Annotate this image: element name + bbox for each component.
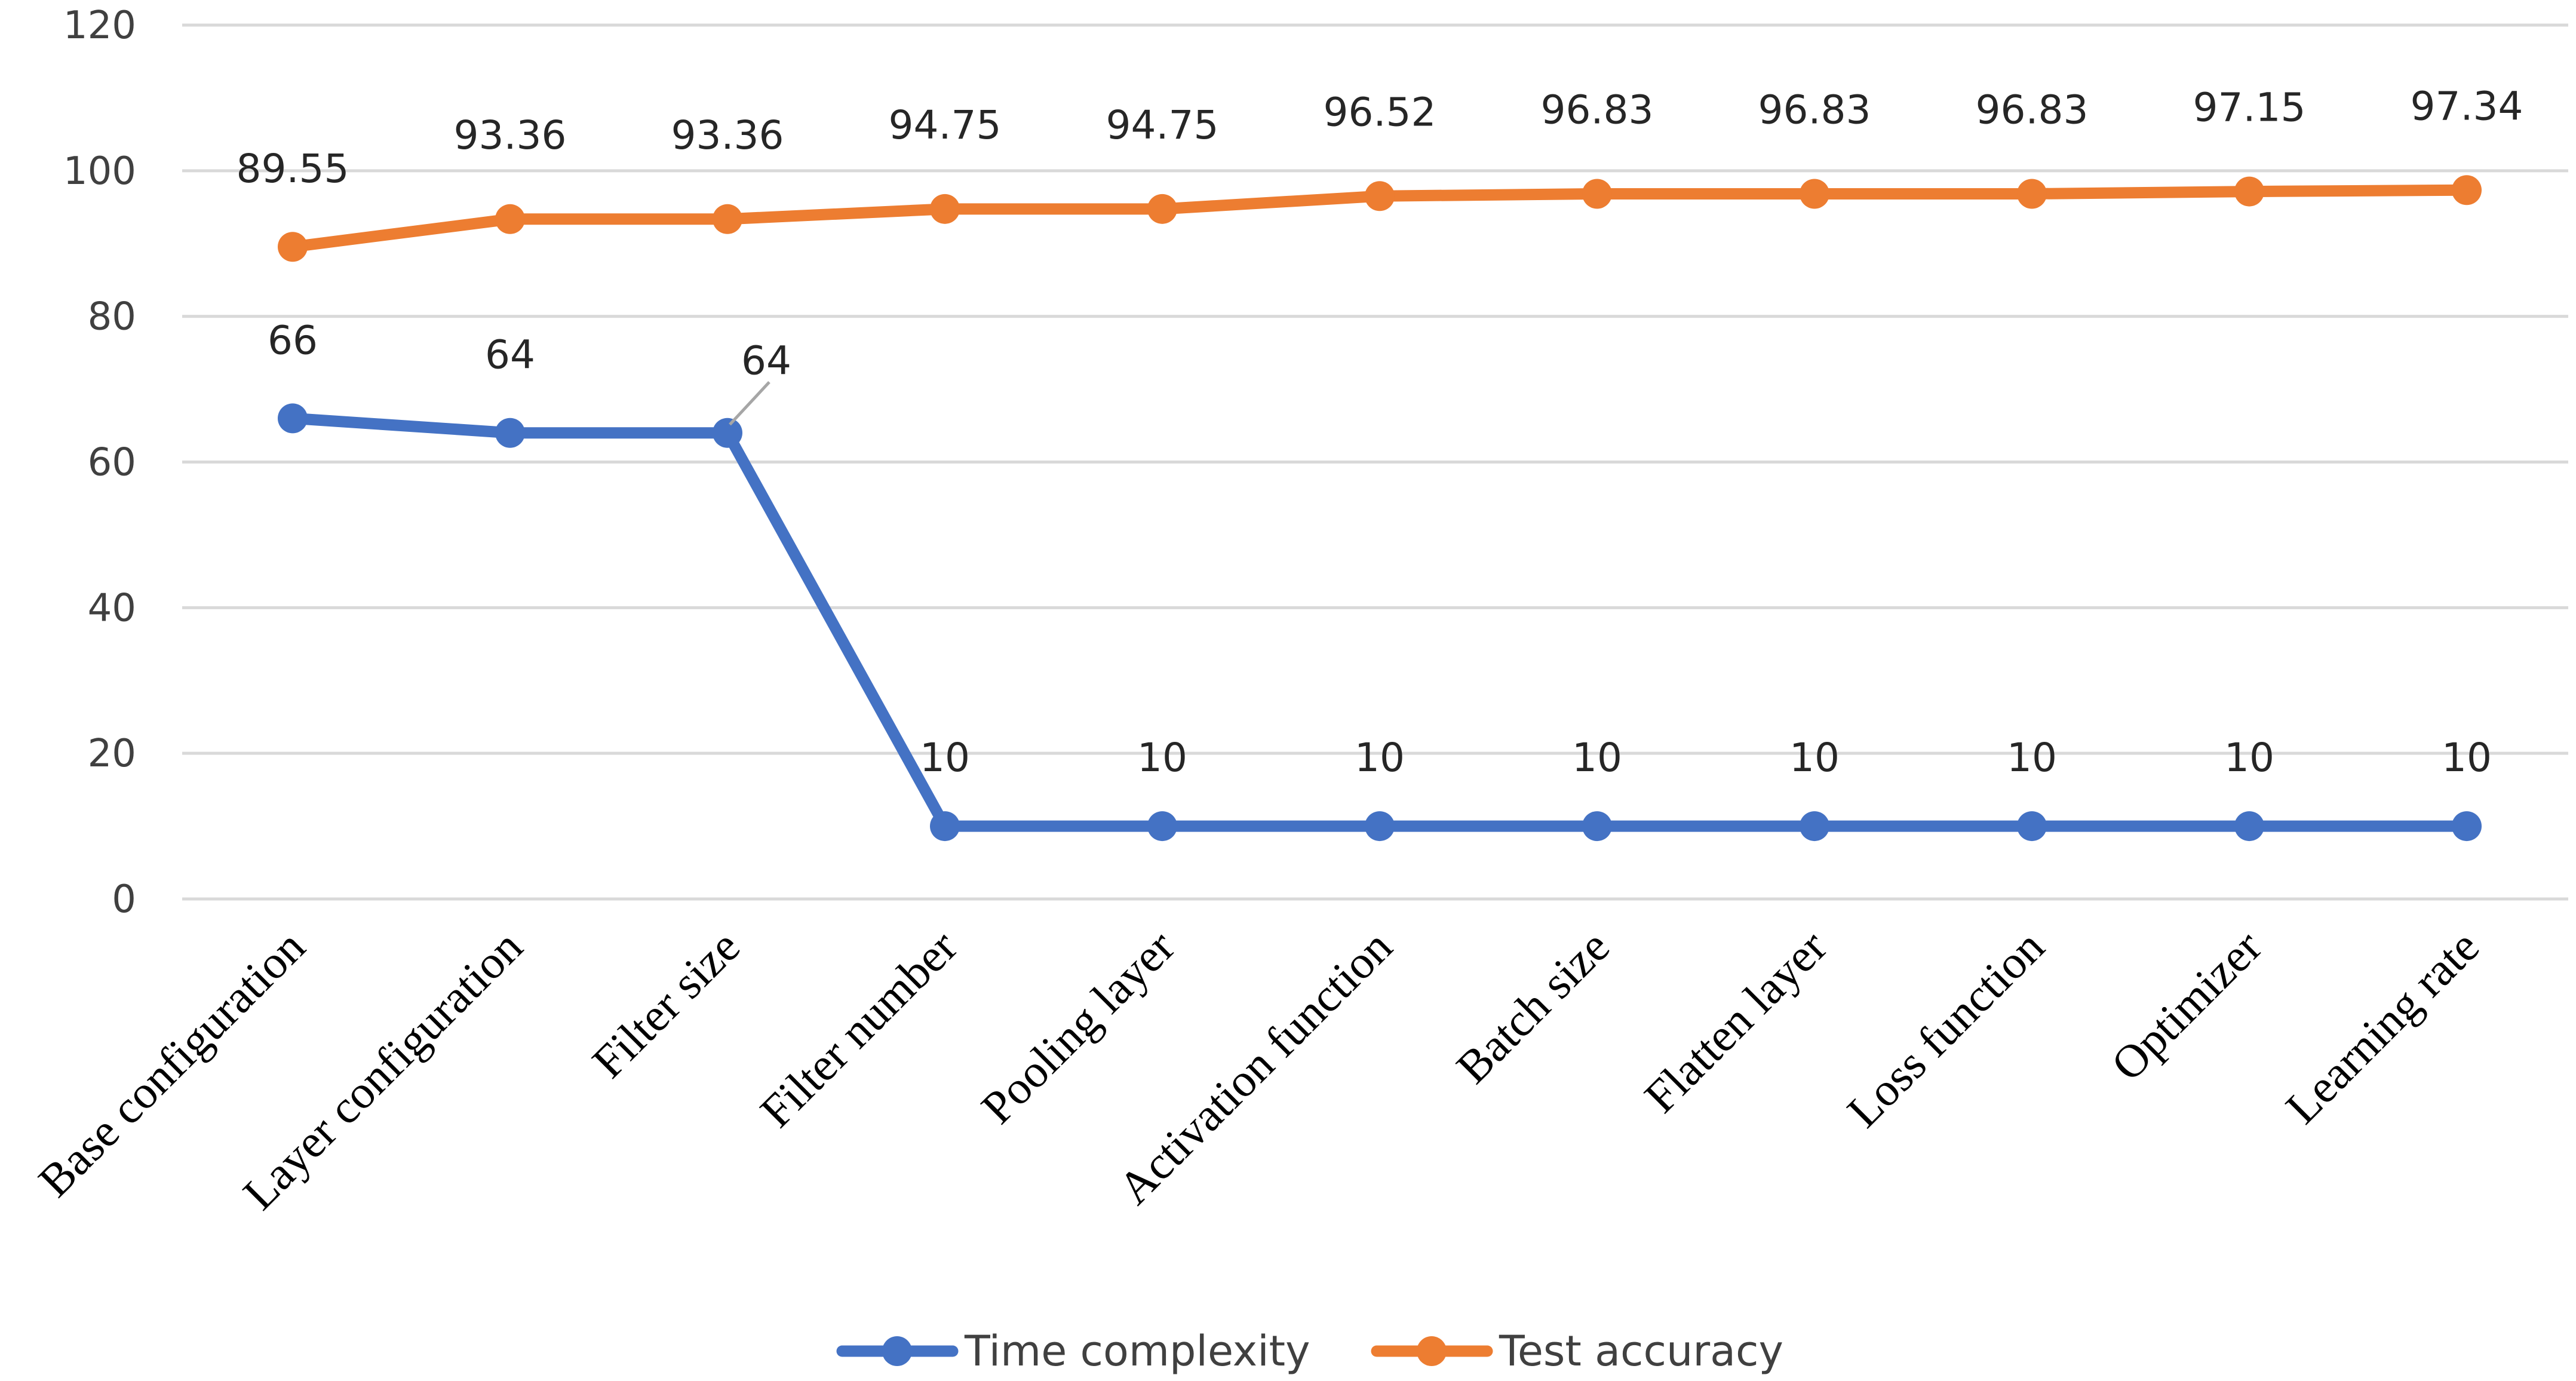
data-point [1365, 181, 1395, 211]
data-point [2234, 811, 2264, 842]
x-category-label: Filter size [582, 920, 750, 1088]
data-point [1800, 179, 1829, 209]
y-tick-label: 0 [112, 877, 136, 922]
data-label: 94.75 [889, 102, 1002, 148]
data-point [2452, 175, 2482, 205]
x-category-label: Filter number [750, 920, 967, 1137]
y-tick-label: 80 [88, 295, 136, 339]
data-point [278, 403, 308, 434]
x-category-label: Flatten layer [1634, 920, 1837, 1122]
data-point [1147, 811, 1177, 842]
data-point [1582, 811, 1612, 842]
data-point [1365, 811, 1395, 842]
data-point [713, 204, 742, 234]
data-labels: 89.55 93.36 93.36 94.75 94.75 96.52 96.83 96.83… [237, 83, 2523, 781]
data-label: 10 [1789, 735, 1840, 781]
data-label: 64 [741, 338, 791, 384]
data-label: 10 [2442, 735, 2492, 781]
data-label: 10 [2224, 735, 2274, 781]
x-category-label: Learning rate [2276, 920, 2489, 1134]
data-label: 96.83 [1758, 87, 1871, 133]
data-point [930, 194, 960, 224]
y-tick-label: 60 [88, 441, 136, 485]
data-point [2452, 811, 2482, 842]
data-point [278, 232, 308, 262]
data-label: 64 [485, 332, 535, 378]
data-label: 10 [1572, 735, 1622, 781]
series-lines [278, 175, 2482, 842]
data-label: 94.75 [1106, 102, 1219, 148]
data-point [2234, 176, 2264, 207]
data-point [2017, 179, 2047, 209]
legend-swatch-marker [882, 1336, 912, 1366]
legend: Time complexity Test accuracy [836, 1327, 1783, 1376]
legend-label: Test accuracy [1499, 1327, 1783, 1376]
data-label: 97.34 [2411, 83, 2523, 129]
data-label: 93.36 [671, 112, 784, 158]
data-point [930, 811, 960, 842]
data-label: 10 [1137, 735, 1187, 781]
data-label: 93.36 [454, 112, 567, 158]
data-point [495, 204, 525, 234]
y-tick-label: 120 [63, 4, 136, 48]
data-label: 97.15 [2193, 85, 2306, 131]
data-label: 96.83 [1976, 87, 2089, 133]
data-label: 10 [1355, 735, 1405, 781]
data-point [713, 418, 742, 448]
data-point [2017, 811, 2047, 842]
label-leader-line [729, 381, 770, 426]
legend-item-0: Time complexity [836, 1327, 1310, 1376]
y-tick-label: 20 [88, 732, 136, 776]
data-point [1800, 811, 1829, 842]
y-tick-label: 40 [88, 586, 136, 630]
data-label: 10 [920, 735, 970, 781]
x-category-label: Optimizer [2101, 920, 2271, 1090]
data-point [1147, 194, 1177, 224]
data-point [1582, 179, 1612, 209]
data-point [495, 418, 525, 448]
gridlines [182, 23, 2568, 901]
legend-label: Time complexity [964, 1327, 1310, 1376]
y-axis-ticks: 0 20 40 60 80 100 120 [63, 4, 136, 922]
legend-swatch-marker [1417, 1336, 1447, 1366]
data-label: 10 [2007, 735, 2057, 781]
data-label: 66 [268, 317, 318, 363]
x-category-label: Loss function [1837, 920, 2054, 1137]
data-label: 89.55 [237, 146, 349, 192]
x-category-label: Batch size [1446, 920, 1619, 1094]
data-label: 96.52 [1324, 89, 1436, 135]
x-category-label: Pooling layer [971, 920, 1184, 1133]
legend-item-1: Test accuracy [1371, 1327, 1783, 1376]
data-label: 96.83 [1541, 87, 1654, 133]
y-tick-label: 100 [63, 149, 136, 194]
